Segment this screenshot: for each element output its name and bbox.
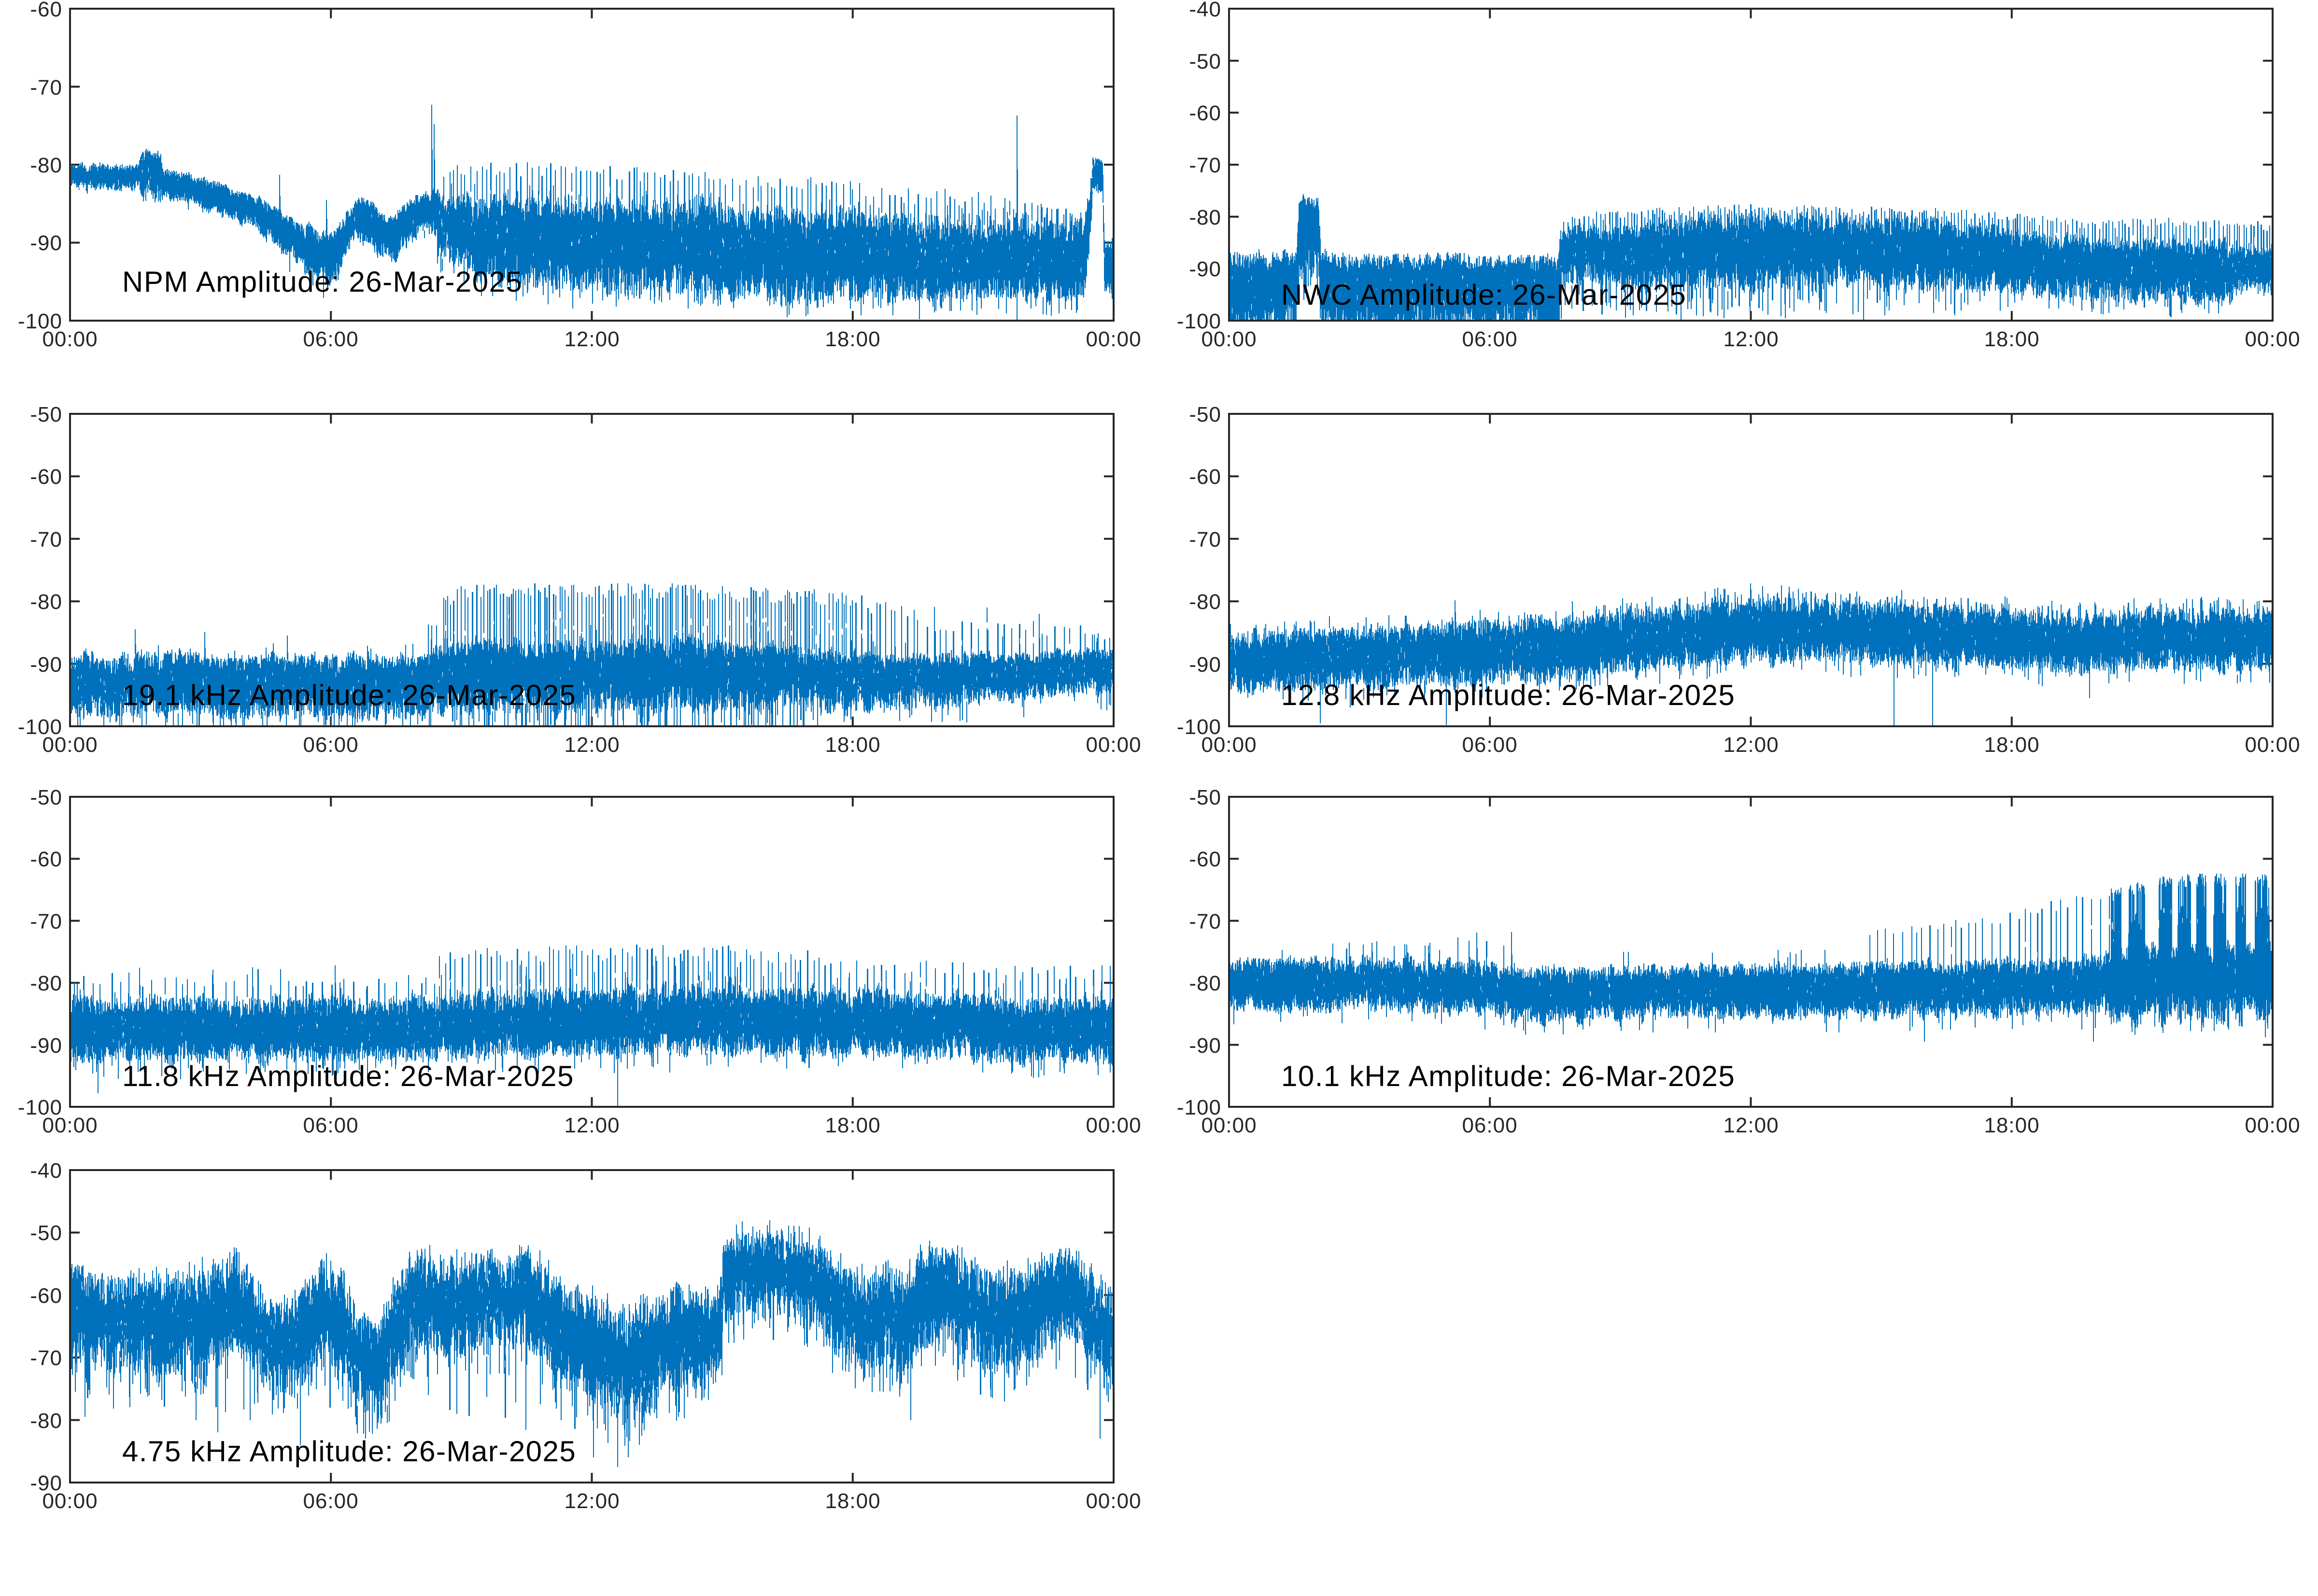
svg-text:-50: -50 [30, 1221, 62, 1245]
svg-text:00:00: 00:00 [1201, 733, 1257, 757]
svg-text:-80: -80 [1189, 590, 1221, 614]
svg-text:-70: -70 [1189, 910, 1221, 933]
svg-text:-100: -100 [1177, 1096, 1221, 1119]
svg-text:-70: -70 [1189, 528, 1221, 551]
svg-text:-70: -70 [30, 910, 62, 933]
svg-text:18:00: 18:00 [825, 733, 880, 757]
svg-text:-90: -90 [30, 653, 62, 677]
svg-text:18:00: 18:00 [825, 1114, 880, 1137]
svg-text:-90: -90 [30, 231, 62, 255]
svg-text:-60: -60 [1189, 847, 1221, 871]
svg-text:-100: -100 [18, 310, 62, 333]
svg-text:-60: -60 [30, 465, 62, 489]
svg-text:-80: -80 [1189, 972, 1221, 995]
svg-text:00:00: 00:00 [1201, 327, 1257, 351]
svg-text:-100: -100 [18, 715, 62, 739]
svg-text:-50: -50 [1189, 50, 1221, 73]
svg-text:00:00: 00:00 [1201, 1114, 1257, 1137]
svg-text:-90: -90 [1189, 1034, 1221, 1058]
svg-text:12:00: 12:00 [564, 1114, 620, 1137]
svg-text:06:00: 06:00 [303, 327, 358, 351]
svg-text:-60: -60 [30, 0, 62, 21]
svg-text:10.1 kHz Amplitude: 26-Mar-202: 10.1 kHz Amplitude: 26-Mar-2025 [1281, 1060, 1735, 1092]
svg-text:00:00: 00:00 [1086, 1489, 1141, 1513]
svg-text:-80: -80 [30, 1409, 62, 1433]
svg-text:00:00: 00:00 [42, 733, 98, 757]
svg-text:00:00: 00:00 [42, 327, 98, 351]
svg-text:-70: -70 [30, 1346, 62, 1370]
svg-text:-60: -60 [1189, 465, 1221, 489]
svg-text:00:00: 00:00 [42, 1114, 98, 1137]
svg-text:00:00: 00:00 [1086, 733, 1141, 757]
svg-text:18:00: 18:00 [1984, 1114, 2039, 1137]
svg-text:19.1 kHz Amplitude: 26-Mar-202: 19.1 kHz Amplitude: 26-Mar-2025 [122, 679, 576, 711]
svg-text:12:00: 12:00 [1723, 1114, 1779, 1137]
svg-text:12:00: 12:00 [1723, 327, 1779, 351]
svg-text:-80: -80 [30, 154, 62, 177]
svg-text:NPM Amplitude: 26-Mar-2025: NPM Amplitude: 26-Mar-2025 [122, 266, 523, 298]
svg-text:-50: -50 [30, 786, 62, 809]
svg-text:4.75 kHz Amplitude: 26-Mar-202: 4.75 kHz Amplitude: 26-Mar-2025 [122, 1435, 576, 1468]
svg-text:06:00: 06:00 [1462, 327, 1517, 351]
svg-text:-60: -60 [30, 847, 62, 871]
svg-text:00:00: 00:00 [2245, 1114, 2300, 1137]
svg-text:12:00: 12:00 [1723, 733, 1779, 757]
svg-text:-100: -100 [1177, 715, 1221, 739]
svg-text:06:00: 06:00 [303, 733, 358, 757]
svg-text:-60: -60 [30, 1284, 62, 1308]
svg-text:-90: -90 [1189, 257, 1221, 281]
svg-text:-50: -50 [30, 403, 62, 426]
svg-text:-50: -50 [1189, 403, 1221, 426]
svg-text:06:00: 06:00 [1462, 1114, 1517, 1137]
svg-text:00:00: 00:00 [2245, 733, 2300, 757]
svg-text:18:00: 18:00 [1984, 733, 2039, 757]
svg-text:06:00: 06:00 [1462, 733, 1517, 757]
svg-text:12.8 kHz Amplitude: 26-Mar-202: 12.8 kHz Amplitude: 26-Mar-2025 [1281, 679, 1735, 711]
svg-text:00:00: 00:00 [1086, 1114, 1141, 1137]
svg-text:18:00: 18:00 [825, 1489, 880, 1513]
svg-text:-70: -70 [30, 76, 62, 99]
svg-text:-80: -80 [1189, 206, 1221, 229]
svg-text:-80: -80 [30, 590, 62, 614]
svg-text:12:00: 12:00 [564, 733, 620, 757]
svg-text:-90: -90 [30, 1471, 62, 1495]
svg-text:12:00: 12:00 [564, 1489, 620, 1513]
svg-text:18:00: 18:00 [825, 327, 880, 351]
svg-text:-100: -100 [1177, 310, 1221, 333]
svg-text:06:00: 06:00 [303, 1489, 358, 1513]
svg-text:11.8 kHz Amplitude: 26-Mar-202: 11.8 kHz Amplitude: 26-Mar-2025 [122, 1060, 574, 1092]
svg-text:-90: -90 [1189, 653, 1221, 677]
svg-text:-90: -90 [30, 1034, 62, 1058]
svg-text:-80: -80 [30, 972, 62, 995]
svg-text:00:00: 00:00 [42, 1489, 98, 1513]
svg-text:-40: -40 [30, 1159, 62, 1183]
svg-text:-70: -70 [30, 528, 62, 551]
svg-text:-40: -40 [1189, 0, 1221, 21]
svg-text:00:00: 00:00 [2245, 327, 2300, 351]
svg-text:-100: -100 [18, 1096, 62, 1119]
svg-text:06:00: 06:00 [303, 1114, 358, 1137]
svg-text:-60: -60 [1189, 101, 1221, 125]
svg-text:12:00: 12:00 [564, 327, 620, 351]
svg-text:18:00: 18:00 [1984, 327, 2039, 351]
svg-text:-70: -70 [1189, 154, 1221, 177]
svg-text:NWC Amplitude: 26-Mar-2025: NWC Amplitude: 26-Mar-2025 [1281, 279, 1686, 311]
svg-text:00:00: 00:00 [1086, 327, 1141, 351]
svg-text:-50: -50 [1189, 786, 1221, 809]
